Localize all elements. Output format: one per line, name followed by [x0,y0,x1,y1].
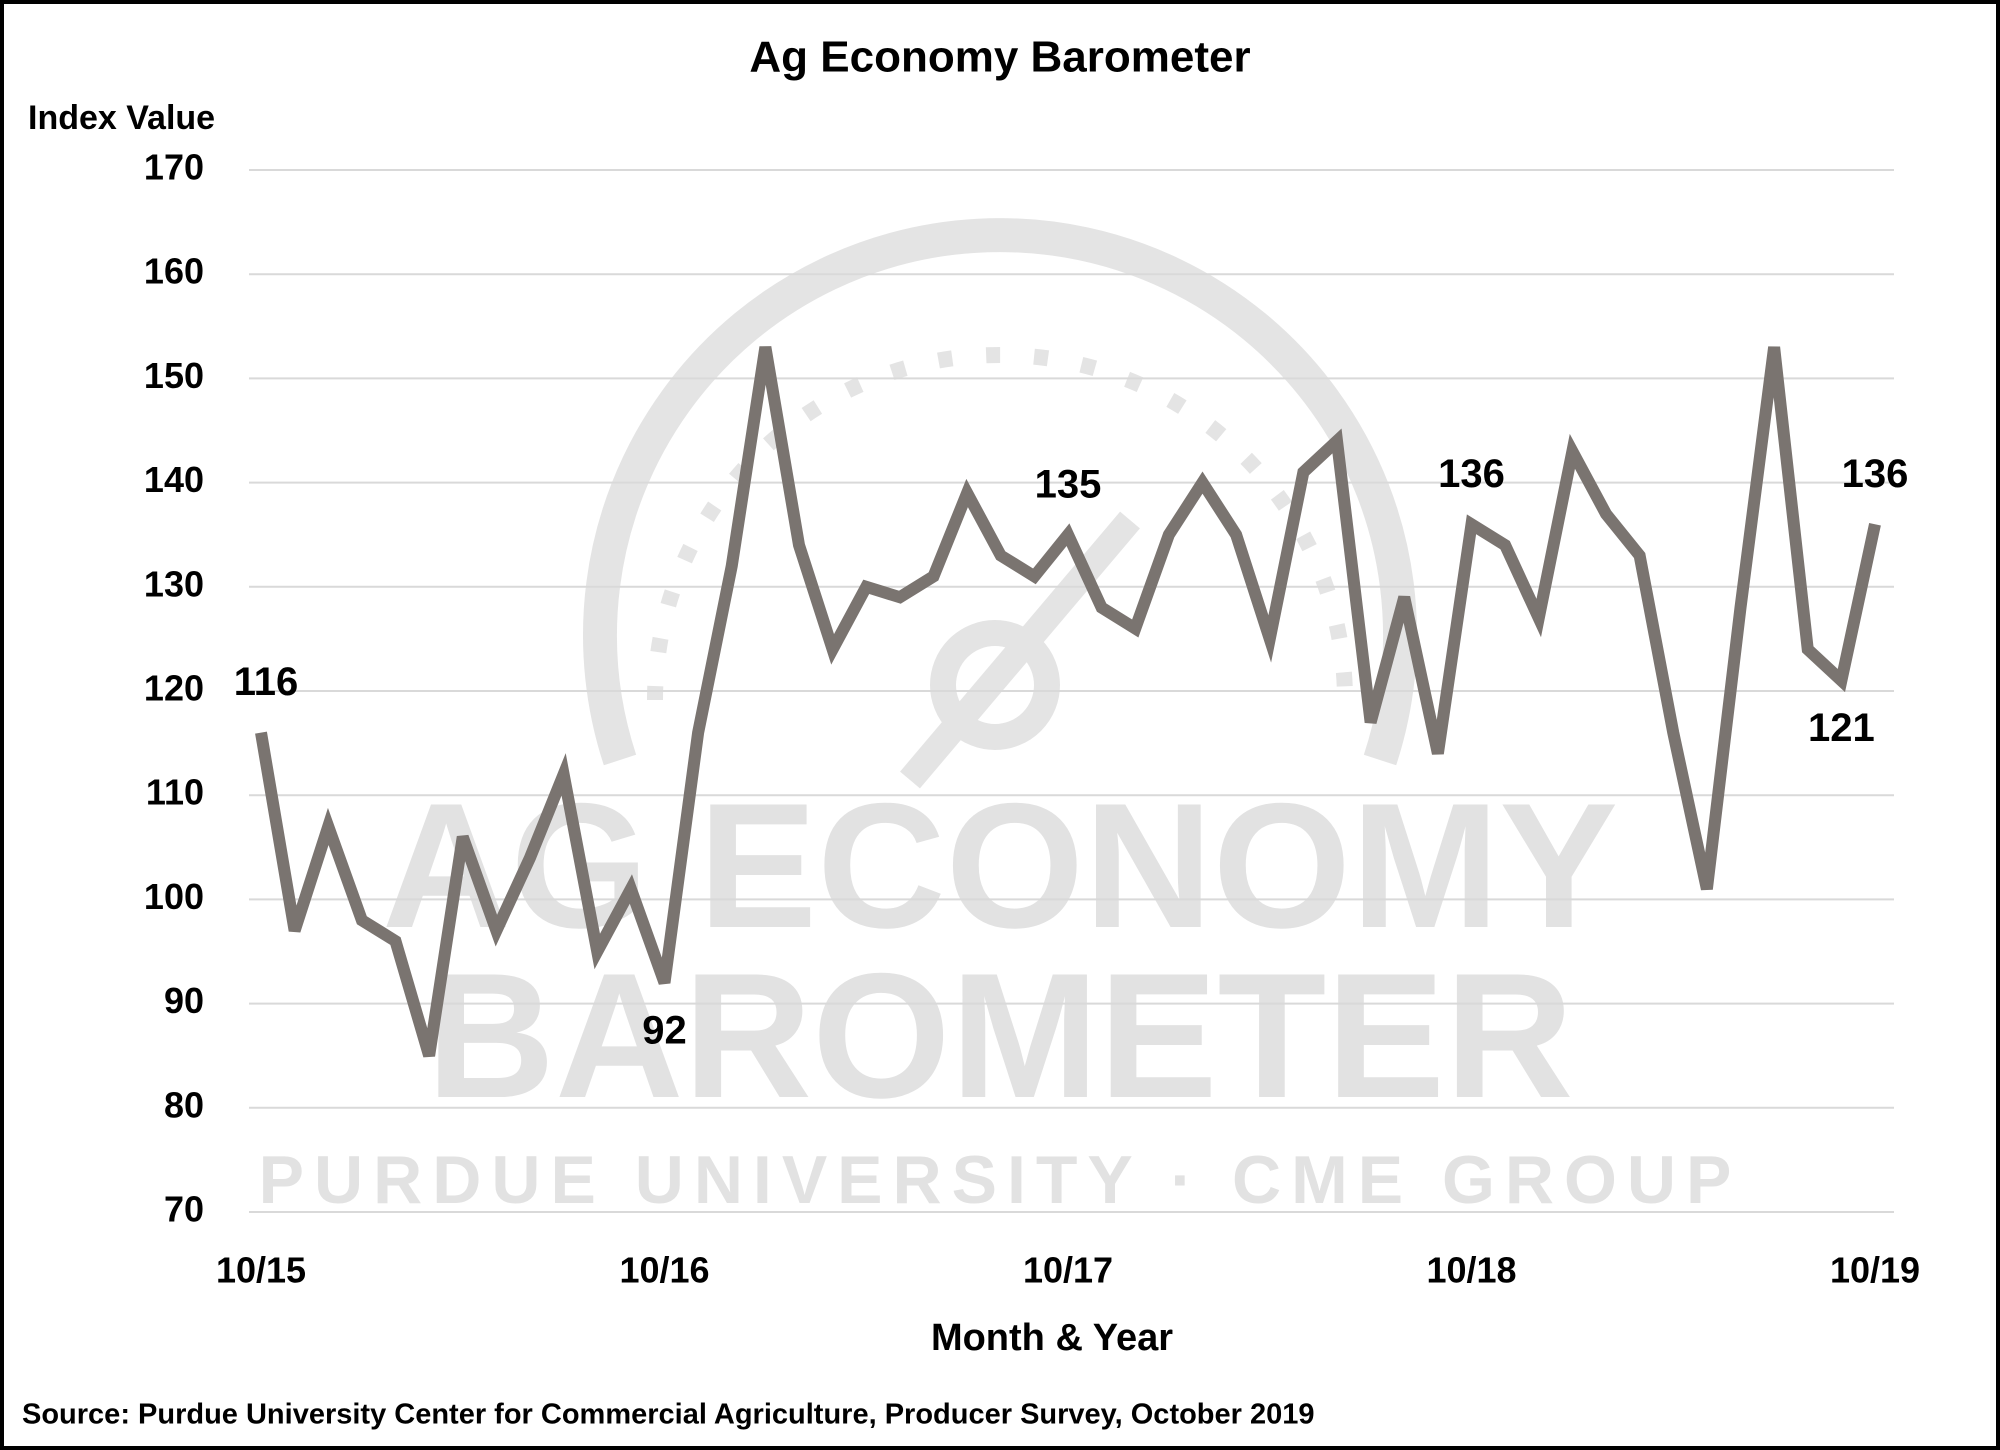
y-tick-label: 160 [144,251,204,292]
y-tick-label: 100 [144,876,204,917]
data-label: 121 [1808,706,1875,750]
x-axis-label: Month & Year [931,1317,1173,1359]
data-label: 92 [642,1008,687,1052]
source-note: Source: Purdue University Center for Com… [22,1399,1315,1431]
data-label: 136 [1438,452,1505,496]
y-tick-label: 120 [144,668,204,709]
x-tick-label: 10/19 [1830,1250,1920,1291]
y-axis-label: Index Value [28,99,215,137]
y-tick-label: 70 [164,1189,204,1230]
y-tick-label: 80 [164,1084,204,1125]
data-label: 136 [1842,452,1909,496]
watermark-logo [583,218,1417,789]
x-tick-label: 10/16 [619,1250,709,1291]
y-tick-label: 90 [164,980,204,1021]
y-tick-label: 130 [144,563,204,604]
x-tick-label: 10/15 [216,1250,306,1291]
data-line [255,346,1881,1058]
watermark-text: BAROMETER [426,936,1573,1135]
chart-title: Ag Economy Barometer [749,33,1250,82]
y-tick-label: 110 [146,772,204,813]
y-tick-label: 140 [144,459,204,500]
y-tick-label: 150 [144,355,204,396]
x-tick-label: 10/17 [1023,1250,1113,1291]
x-tick-label: 10/18 [1426,1250,1516,1291]
y-tick-label: 170 [144,147,204,188]
watermark-text: PURDUE UNIVERSITY · CME GROUP [259,1142,1742,1218]
data-label: 135 [1035,462,1102,506]
data-label: 116 [234,660,299,704]
